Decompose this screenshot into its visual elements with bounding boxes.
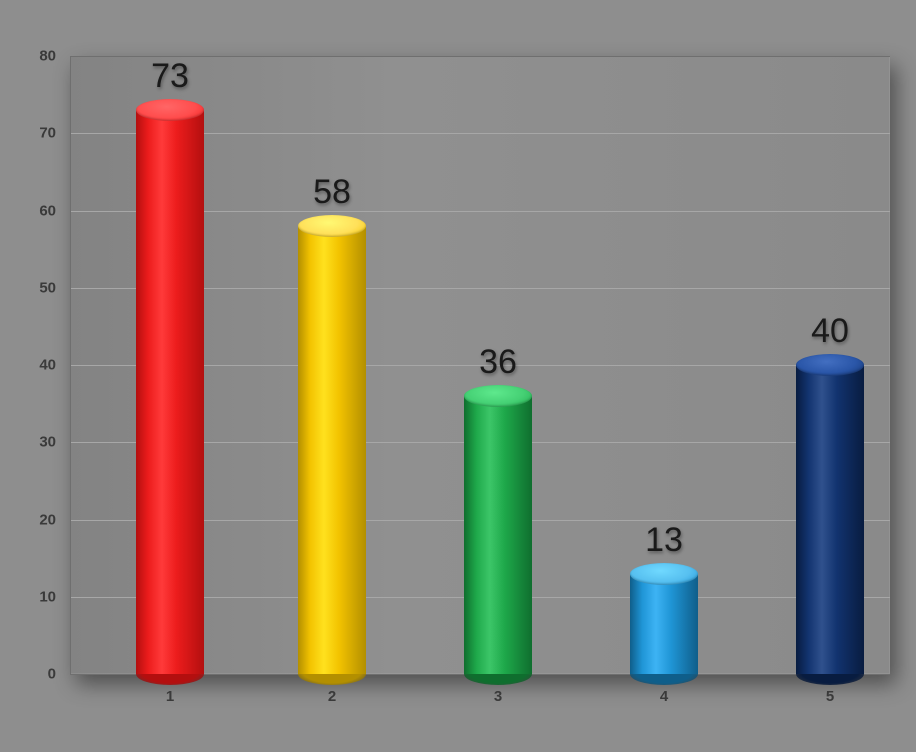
plot-area: 73 58 36 13 40 bbox=[70, 56, 890, 674]
x-tick-label: 3 bbox=[458, 688, 538, 705]
bar-shaft bbox=[464, 396, 532, 674]
y-tick-label: 60 bbox=[0, 202, 56, 219]
bar-top-cap bbox=[136, 99, 204, 121]
bar-value-label: 73 bbox=[110, 57, 230, 96]
bar-top-cap bbox=[464, 385, 532, 407]
y-axis-line bbox=[70, 56, 71, 674]
bar-value-label: 40 bbox=[770, 312, 890, 351]
bar-shaft bbox=[630, 574, 698, 674]
x-tick-label: 5 bbox=[790, 688, 870, 705]
y-tick-label: 0 bbox=[0, 666, 56, 683]
y-tick-label: 50 bbox=[0, 279, 56, 296]
bar bbox=[796, 365, 864, 674]
x-tick-label: 2 bbox=[292, 688, 372, 705]
x-tick-label: 1 bbox=[130, 688, 210, 705]
y-tick-label: 80 bbox=[0, 48, 56, 65]
bar-value-label: 13 bbox=[604, 521, 724, 560]
bar-chart: 73 58 36 13 40 0 10 20 30 40 50 60 70 80 1 2 3 4 5 bbox=[0, 0, 916, 752]
bar-shaft bbox=[298, 226, 366, 674]
bar-top-cap bbox=[796, 354, 864, 376]
x-tick-label: 4 bbox=[624, 688, 704, 705]
bar bbox=[630, 574, 698, 674]
bar-shaft bbox=[796, 365, 864, 674]
bar-top-cap bbox=[630, 563, 698, 585]
bar-shaft bbox=[136, 110, 204, 674]
y-tick-label: 70 bbox=[0, 125, 56, 142]
bar bbox=[464, 396, 532, 674]
y-tick-label: 40 bbox=[0, 357, 56, 374]
y-tick-label: 20 bbox=[0, 511, 56, 528]
bar-value-label: 58 bbox=[272, 173, 392, 212]
y-tick-label: 30 bbox=[0, 434, 56, 451]
bar-value-label: 36 bbox=[438, 343, 558, 382]
bar bbox=[298, 226, 366, 674]
bar-top-cap bbox=[298, 215, 366, 237]
bar bbox=[136, 110, 204, 674]
y-tick-label: 10 bbox=[0, 588, 56, 605]
